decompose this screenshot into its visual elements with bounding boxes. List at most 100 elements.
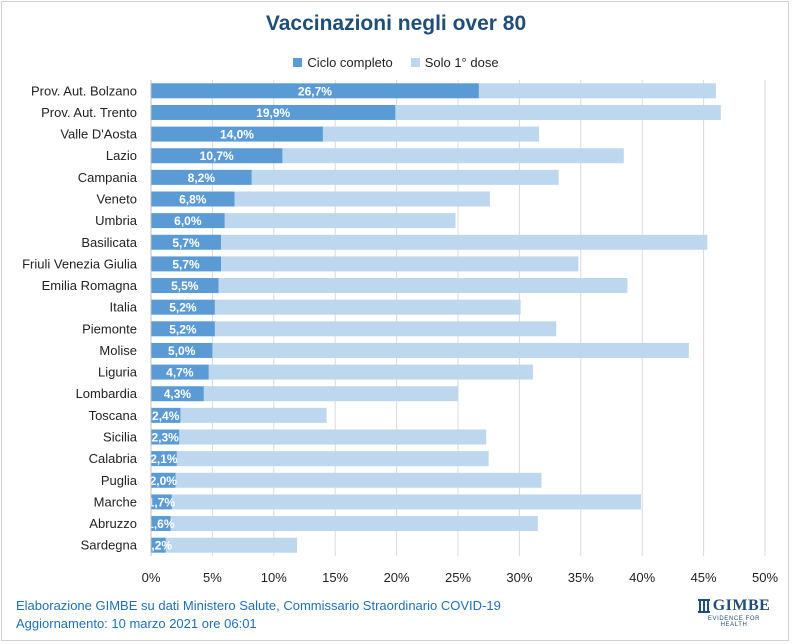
bar-complete [151,191,235,207]
category-label: Valle D'Aosta [60,127,137,142]
bar-complete [151,407,181,423]
data-label: 5,7% [172,257,200,271]
data-label: 6,8% [179,193,207,207]
bar-first-dose [165,537,298,553]
legend-item-first-dose: Solo 1° dose [410,55,499,70]
category-label: Campania [78,170,138,185]
bar-complete [151,451,177,467]
bar-complete [151,169,252,185]
x-tick-label: 35% [568,570,594,585]
bar-complete [151,386,204,402]
data-label: 19,9% [256,106,290,120]
legend-item-complete: Ciclo completo [293,55,393,70]
category-label: Lazio [106,148,137,163]
bar-first-dose [322,126,540,142]
bar-complete [151,83,479,99]
gimbe-logo: GIMBE EVIDENCE FOR HEALTH [694,597,774,628]
data-label: 14,0% [220,128,254,142]
bar-first-dose [220,234,708,250]
data-label: 4,3% [164,387,192,401]
legend-swatch-complete [293,58,303,67]
category-label: Piemonte [82,321,137,336]
category-label: Abruzzo [89,516,137,531]
category-label: Toscana [89,408,138,423]
data-label: 2,1% [150,452,178,466]
bar-complete [151,494,172,510]
x-tick-label: 20% [384,570,410,585]
category-label: Liguria [98,365,138,380]
chart-legend: Ciclo completo Solo 1° dose [0,55,792,70]
x-tick-label: 40% [629,570,655,585]
bar-first-dose [251,169,559,185]
footer-update: Aggiornamento: 10 marzo 2021 ore 06:01 [16,616,257,631]
data-label: 2,0% [150,474,178,488]
legend-swatch-first-dose [410,58,420,67]
bar-first-dose [179,429,487,445]
x-tick-label: 45% [691,570,717,585]
bar-complete [151,364,209,380]
bar-first-dose [176,451,489,467]
data-label: 5,0% [168,344,196,358]
category-label: Veneto [97,192,138,207]
x-tick-label: 5% [203,570,222,585]
bar-first-dose [175,472,542,488]
data-label: 2,4% [152,409,180,423]
bar-complete [151,234,221,250]
category-label: Friuli Venezia Giulia [22,256,138,271]
data-label: 26,7% [298,84,332,98]
data-label: 8,2% [188,171,216,185]
x-tick-label: 15% [322,570,348,585]
bar-first-dose [208,364,533,380]
x-tick-label: 0% [142,570,161,585]
data-label: 1,6% [147,517,175,531]
category-label: Sardegna [81,538,138,553]
x-tick-label: 50% [752,570,778,585]
category-label: Molise [99,343,137,358]
bar-complete [151,537,166,553]
bar-first-dose [170,516,538,532]
logo-name: GIMBE [712,597,771,614]
footer-source: Elaborazione GIMBE su dati Ministero Sal… [16,598,501,613]
x-tick-label: 25% [445,570,471,585]
bar-complete [151,126,323,142]
category-label: Marche [94,494,137,509]
data-label: 5,2% [169,322,197,336]
category-label: Prov. Aut. Trento [41,105,137,120]
bar-first-dose [220,256,579,272]
bar-first-dose [180,407,327,423]
data-label: 5,7% [172,236,200,250]
bar-first-dose [203,386,458,402]
category-label: Basilicata [81,235,137,250]
category-label: Umbria [95,213,138,228]
bar-complete [151,256,221,272]
bar-complete [151,429,180,445]
bar-first-dose [234,191,490,207]
bar-complete [151,213,225,229]
bar-complete [151,472,176,488]
bar-first-dose [214,321,557,337]
category-label: Italia [110,300,138,315]
chart-title: Vaccinazioni negli over 80 [265,12,527,35]
bar-first-dose [224,213,456,229]
legend-label-complete: Ciclo completo [307,55,393,70]
data-label: 1,2% [145,539,173,553]
bar-complete [151,516,171,532]
bar-first-dose [171,494,641,510]
category-label: Lombardia [76,386,138,401]
bar-first-dose [478,83,716,99]
data-label: 6,0% [174,214,202,228]
category-label: Emilia Romagna [42,278,138,293]
data-label: 5,5% [171,279,199,293]
bar-complete [151,148,283,164]
bar-complete [151,321,215,337]
bar-complete [151,299,215,315]
data-label: 1,7% [148,495,176,509]
gimbe-logo-mark-icon [697,599,710,613]
bar-first-dose [218,278,628,294]
category-label: Prov. Aut. Bolzano [31,83,137,98]
bar-complete [151,104,396,120]
logo-tagline: EVIDENCE FOR HEALTH [707,616,761,628]
legend-label-first-dose: Solo 1° dose [424,55,499,70]
